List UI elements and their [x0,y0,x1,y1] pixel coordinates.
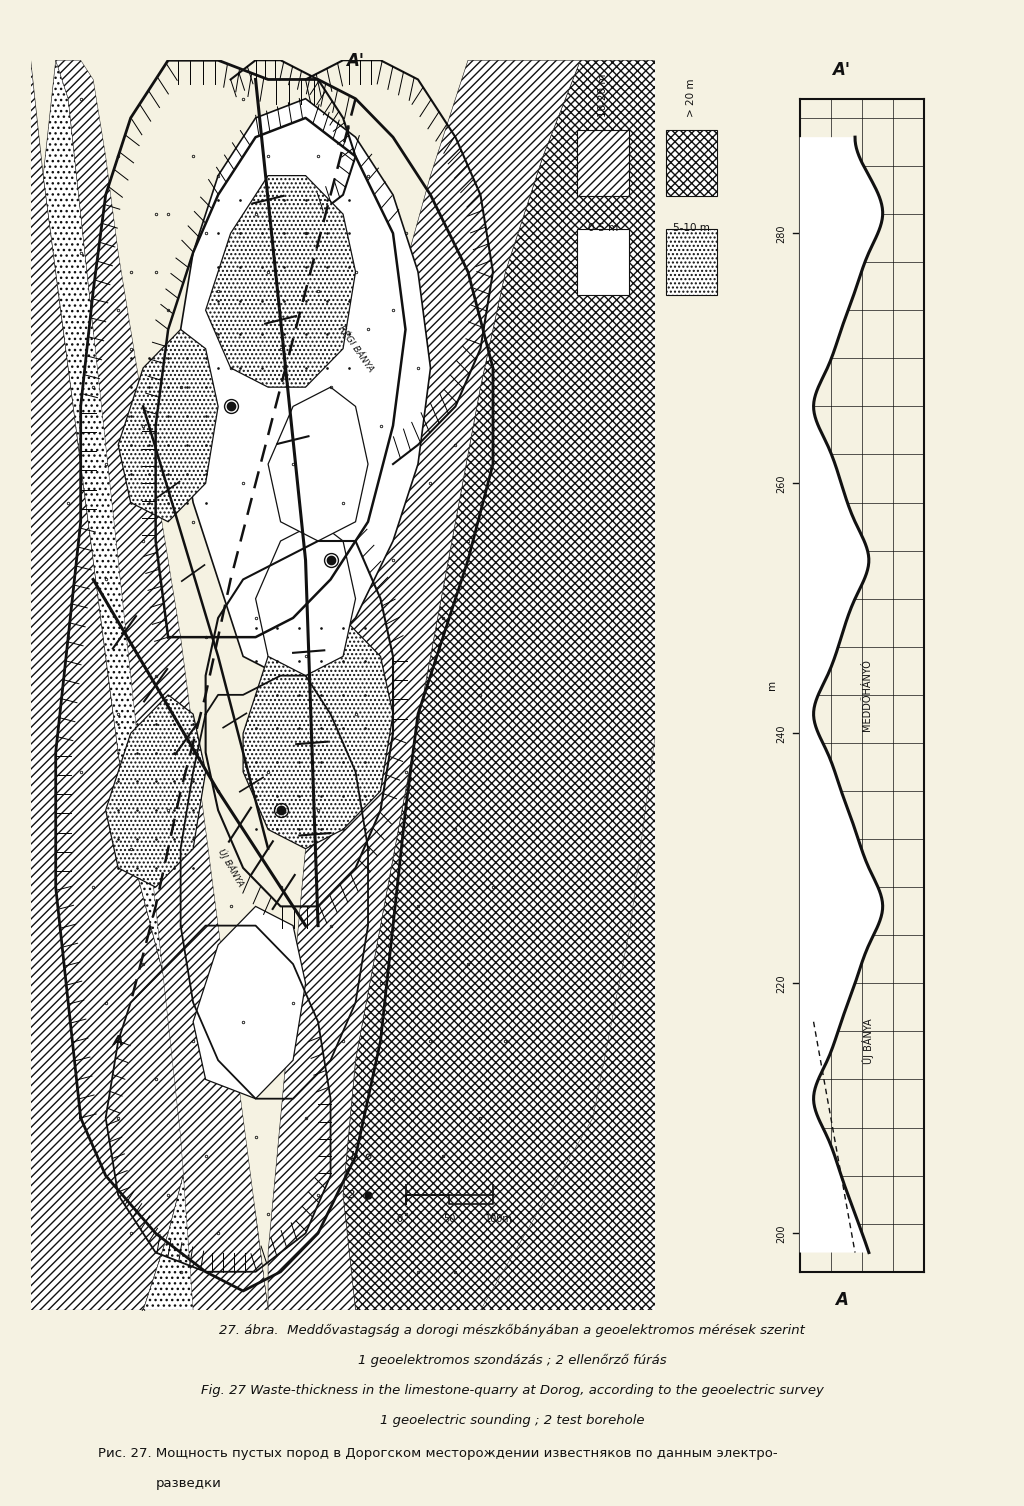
Text: 220: 220 [776,974,786,992]
Text: RÉGI BÁNYA: RÉGI BÁNYA [336,324,375,373]
Polygon shape [268,60,581,1310]
Text: 260: 260 [776,474,786,492]
Text: 2: 2 [348,1190,355,1200]
Text: MEDDŐHÁNYÓ: MEDDŐHÁNYÓ [862,660,872,730]
Polygon shape [343,60,655,1310]
Polygon shape [268,733,655,1310]
Polygon shape [268,387,368,541]
Polygon shape [105,694,206,887]
Text: A': A' [833,62,850,80]
Bar [666,130,717,196]
Polygon shape [206,176,355,387]
Text: ÚJ BÁNYA: ÚJ BÁNYA [862,1018,873,1063]
Polygon shape [180,99,430,676]
Polygon shape [256,521,355,676]
Polygon shape [43,60,268,1310]
Text: 1 geoelektromos szondázás ; 2 ellenőrző fúrás: 1 geoelektromos szondázás ; 2 ellenőrző … [357,1354,667,1366]
Polygon shape [800,137,883,1253]
Text: A: A [835,1291,848,1309]
Text: Рис. 27. Мощность пустых пород в Дорогском месторождении известняков по данным э: Рис. 27. Мощность пустых пород в Дорогск… [98,1447,777,1459]
Text: разведки: разведки [156,1477,222,1489]
Text: > 20 m: > 20 m [686,78,696,117]
Text: 50: 50 [443,1214,456,1224]
Bar [578,130,629,196]
Text: 100m: 100m [485,1214,513,1224]
Text: 27. ábra.  Meddővastagság a dorogi mészkőbányában a geoelektromos mérések szerin: 27. ábra. Meddővastagság a dorogi mészkő… [219,1324,805,1336]
Text: 240: 240 [776,724,786,742]
Text: 5-10 m: 5-10 m [673,223,710,233]
Bar [578,229,629,295]
Polygon shape [118,330,218,521]
Text: ÚJ BÁNYA: ÚJ BÁNYA [216,846,246,889]
Text: 200: 200 [776,1224,786,1242]
Polygon shape [243,617,393,849]
Text: 0-5 m: 0-5 m [588,223,618,233]
Polygon shape [55,60,268,1310]
Polygon shape [31,60,655,1310]
Text: m: m [767,681,777,690]
Text: 0: 0 [396,1214,402,1224]
Bar [666,229,717,295]
Text: Fig. 27 Waste-thickness in the limestone-quarry at Dorog, according to the geoel: Fig. 27 Waste-thickness in the limestone… [201,1384,823,1396]
Text: 1 geoelectric sounding ; 2 test borehole: 1 geoelectric sounding ; 2 test borehole [380,1414,644,1426]
Text: 1: 1 [348,1152,355,1161]
Text: A': A' [346,51,365,69]
Polygon shape [31,60,194,1310]
Text: 10-20 m: 10-20 m [598,74,608,117]
Text: 280: 280 [776,224,786,242]
Polygon shape [194,907,305,1099]
Text: A: A [113,1035,124,1048]
